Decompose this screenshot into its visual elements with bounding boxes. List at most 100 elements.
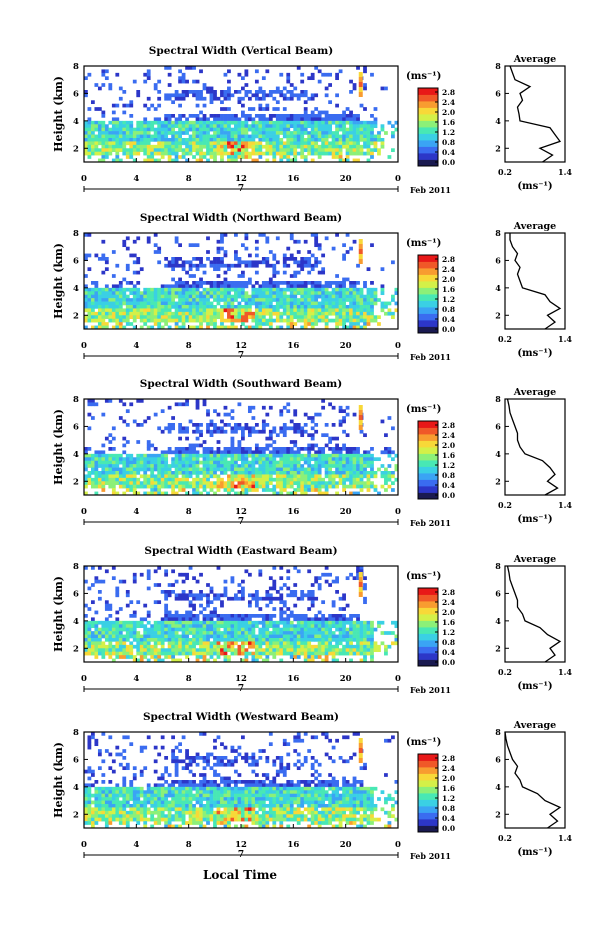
heatmap-cell <box>122 620 127 625</box>
heatmap-cell <box>129 481 134 486</box>
heatmap-cell <box>223 464 228 468</box>
heatmap-cell <box>227 263 231 268</box>
heatmap-cell <box>258 141 263 146</box>
heatmap-cell <box>314 477 319 482</box>
heatmap-cell <box>104 257 109 261</box>
heatmap-cell <box>296 450 301 455</box>
heatmap-cell <box>352 471 357 475</box>
heatmap-cell <box>118 298 123 302</box>
heatmap-cell <box>324 579 329 584</box>
heatmap-cell <box>167 131 172 135</box>
heatmap-cell <box>251 284 256 289</box>
heatmap-cell <box>352 131 357 135</box>
heatmap-cell <box>223 281 228 285</box>
heatmap-cell <box>317 484 322 489</box>
heatmap-cell <box>363 284 367 289</box>
heatmap-cell <box>223 270 228 275</box>
heatmap-cell <box>296 447 301 451</box>
heatmap-cell <box>136 491 141 496</box>
heatmap-cell <box>157 457 162 462</box>
heatmap-cell <box>303 117 308 122</box>
heatmap-cell <box>265 457 270 462</box>
heatmap-cell <box>307 477 312 482</box>
heatmap-cell <box>282 318 287 323</box>
heatmap-cell <box>338 69 343 74</box>
heatmap-cell <box>303 298 308 302</box>
heatmap-cell <box>213 298 217 302</box>
heatmap-cell <box>104 627 109 632</box>
heatmap-cell <box>213 607 217 611</box>
heatmap-cell <box>234 257 238 261</box>
heatmap-cell <box>373 294 378 299</box>
heatmap-cell <box>209 423 214 427</box>
heatmap-cell <box>192 287 196 292</box>
heatmap-cell <box>136 301 141 306</box>
heatmap-cell <box>185 436 189 441</box>
heatmap-cell <box>303 322 308 326</box>
heatmap-cell <box>160 471 165 475</box>
heatmap-cell <box>363 315 367 320</box>
heatmap-cell <box>188 600 193 605</box>
heatmap-cell <box>380 474 385 479</box>
heatmap-cell <box>335 284 339 289</box>
heatmap-cell <box>363 583 367 587</box>
heatmap-cell <box>94 620 99 625</box>
heatmap-cell <box>310 93 315 98</box>
heatmap-cell <box>220 481 224 486</box>
heatmap-cell <box>118 144 123 149</box>
heatmap-cell <box>244 305 249 309</box>
heatmap-cell <box>282 311 287 316</box>
heatmap-cell <box>223 620 228 625</box>
heatmap-cell <box>199 134 203 139</box>
heatmap-cell <box>132 318 137 323</box>
heatmap-cell <box>244 484 249 489</box>
heatmap-cell <box>345 453 350 458</box>
heatmap-cell <box>258 318 263 323</box>
heatmap-cell <box>167 583 172 587</box>
heatmap-cell <box>272 641 277 646</box>
heatmap-cell <box>363 450 367 455</box>
heatmap-cell <box>90 134 95 139</box>
heatmap-cell <box>146 315 151 320</box>
heatmap-cell <box>97 141 102 146</box>
heatmap-cell <box>237 614 242 618</box>
heatmap-cell <box>115 120 120 125</box>
heatmap-cell <box>87 453 92 458</box>
heatmap-cell <box>157 315 162 320</box>
heatmap-cell <box>223 284 228 289</box>
heatmap-cell <box>157 467 162 472</box>
heatmap-cell <box>268 138 273 142</box>
heatmap-cell <box>216 96 221 101</box>
heatmap-cell <box>157 141 162 146</box>
heatmap-cell <box>356 471 360 475</box>
heatmap-cell <box>293 260 298 265</box>
heatmap-cell <box>199 460 203 465</box>
heatmap-cell <box>310 590 315 594</box>
heatmap-cell <box>296 318 301 323</box>
heatmap-cell <box>206 318 210 323</box>
heatmap-cell <box>97 481 102 486</box>
heatmap-cell <box>101 322 106 326</box>
heatmap-cell <box>342 467 346 472</box>
heatmap-cell <box>310 114 315 118</box>
heatmap-cell <box>213 474 217 479</box>
heatmap-cell <box>310 281 315 285</box>
heatmap-cell <box>331 460 336 465</box>
heatmap-cell <box>132 572 137 577</box>
heatmap-cell <box>220 257 224 261</box>
heatmap-cell <box>101 124 106 129</box>
heatmap-cell <box>129 253 134 258</box>
heatmap-cell <box>101 488 106 492</box>
heatmap-cell <box>94 148 99 153</box>
heatmap-cell <box>338 318 343 323</box>
heatmap-cell <box>199 131 203 135</box>
heatmap-cell <box>282 600 287 605</box>
heatmap-cell <box>101 579 106 584</box>
heatmap-cell <box>293 412 298 417</box>
heatmap-cell <box>335 148 339 153</box>
heatmap-cell <box>209 488 214 492</box>
heatmap-cell <box>324 308 329 313</box>
heatmap-cell <box>258 103 263 108</box>
heatmap-cell <box>286 151 291 156</box>
heatmap-cell <box>272 284 277 289</box>
